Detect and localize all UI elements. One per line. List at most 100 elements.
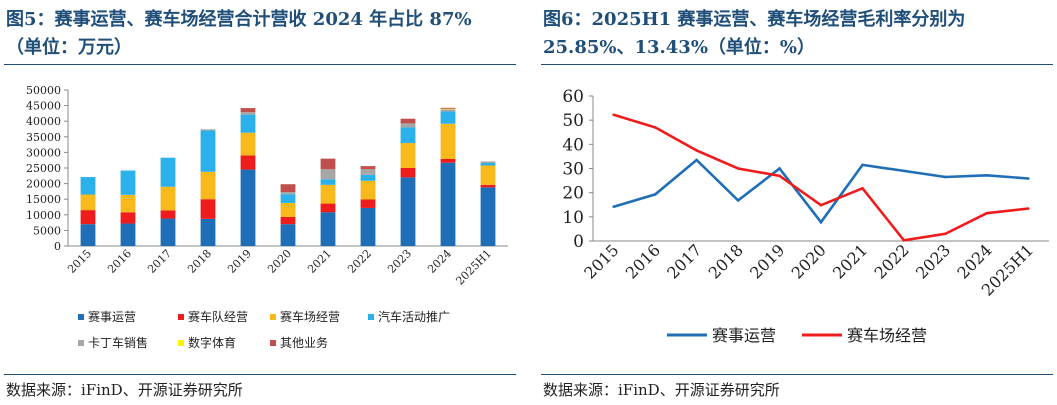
- legend-swatch: [78, 340, 84, 346]
- x-tick-label: 2017: [145, 247, 174, 276]
- bar-segment: [440, 108, 456, 110]
- figure-5-title-line1: 图5：赛事运营、赛车场经营合计营收 2024 年占比 87%: [6, 9, 472, 30]
- line-point: [819, 220, 823, 224]
- y-tick-label: 0: [573, 232, 584, 252]
- x-tick-label: 2015: [580, 240, 622, 282]
- y-tick-label: 0: [54, 240, 61, 253]
- bar-segment: [240, 112, 256, 115]
- y-tick-label: 40: [562, 135, 584, 155]
- x-tick-label: 2021: [305, 247, 334, 276]
- line-point: [902, 169, 906, 173]
- line-point: [778, 174, 781, 178]
- bar-segment: [120, 223, 136, 246]
- figure-5-panel: 图5：赛事运营、赛车场经营合计营收 2024 年占比 87% （单位：万元） 0…: [0, 0, 520, 405]
- figure-6-title-line2: 25.85%、13.43%（单位：%）: [543, 37, 816, 58]
- bar-segment: [200, 130, 216, 172]
- figure-6-bottom-rule: [541, 374, 1053, 375]
- bar-segment: [360, 180, 376, 200]
- bar-segment: [400, 127, 416, 144]
- figure-6-top-rule: [541, 64, 1053, 65]
- figure-6-panel: 图6：2025H1 赛事运营、赛车场经营毛利率分别为 25.85%、13.43%…: [537, 0, 1057, 405]
- figure-6-source: 数据来源：iFinD、开源证券研究所: [543, 381, 780, 399]
- legend-label: 其他业务: [280, 335, 328, 350]
- bar-segment: [360, 207, 376, 246]
- bar-segment: [400, 123, 416, 128]
- x-tick-label: 2022: [345, 247, 374, 276]
- bar-segment: [440, 123, 456, 159]
- y-tick-label: 20000: [26, 178, 61, 191]
- bar-segment: [360, 166, 376, 170]
- legend-swatch: [78, 314, 84, 320]
- legend-swatch: [368, 314, 374, 320]
- line-point: [985, 173, 989, 177]
- bar-segment: [240, 132, 256, 156]
- line-point: [653, 126, 657, 129]
- y-tick-label: 10: [562, 208, 584, 228]
- y-tick-label: 10000: [26, 209, 61, 222]
- legend-swatch: [270, 314, 276, 320]
- bar-segment: [440, 162, 456, 246]
- legend-swatch: [270, 340, 276, 346]
- y-tick-label: 20: [562, 184, 584, 204]
- bar-segment: [120, 170, 136, 195]
- bar-segment: [320, 169, 336, 180]
- x-tick-label: 2018: [185, 247, 214, 276]
- line-point: [944, 232, 947, 236]
- figure-5-bottom-rule: [4, 374, 516, 375]
- bar-segment: [240, 108, 256, 113]
- y-tick-label: 5000: [33, 224, 61, 237]
- line-point: [985, 211, 989, 215]
- bar-segment: [160, 186, 176, 211]
- legend-label: 汽车活动推广: [378, 309, 450, 324]
- x-tick-label: 2023: [912, 240, 954, 282]
- legend-label: 赛车场经营: [847, 326, 927, 345]
- y-tick-label: 60: [562, 87, 584, 107]
- y-tick-label: 30: [562, 160, 584, 180]
- bar-segment: [280, 216, 296, 225]
- bar-segment: [120, 212, 136, 224]
- x-tick-label: 2015: [65, 247, 94, 276]
- line-point: [695, 158, 698, 162]
- y-tick-label: 25000: [26, 162, 61, 175]
- x-tick-label: 2025H1: [453, 247, 494, 288]
- stacked-bar-chart: 0 5000 10000 15000 20000 25000 30000 35000 40000…: [26, 84, 508, 350]
- bar-segment: [440, 111, 456, 124]
- y-tick-label: 45000: [26, 100, 61, 113]
- bar-segment: [280, 194, 296, 203]
- line-point: [1026, 207, 1030, 210]
- bar-segment: [440, 107, 456, 109]
- line-point: [653, 193, 657, 196]
- legend-label: 卡丁车销售: [88, 335, 148, 350]
- bar-segment: [400, 168, 416, 178]
- x-tick-label: 2018: [705, 240, 747, 282]
- bar-segment: [280, 202, 296, 217]
- y-tick-label: 35000: [26, 131, 61, 144]
- bar-segment: [80, 177, 96, 195]
- y-tick-label: 30000: [26, 146, 61, 159]
- line-point: [736, 199, 740, 202]
- figure-5-top-rule: [4, 64, 516, 65]
- bar-segment: [320, 184, 336, 204]
- x-tick-label: 2021: [829, 240, 871, 282]
- y-tick-label: 15000: [26, 193, 61, 206]
- x-tick-label: 2020: [788, 240, 830, 282]
- figure-5-title-line2: （单位：万元）: [6, 37, 132, 58]
- x-tick-label: 2017: [663, 240, 705, 282]
- legend-swatch: [178, 314, 184, 320]
- bar-segment: [320, 179, 336, 185]
- line-point: [861, 187, 864, 190]
- bar-segment: [480, 184, 496, 188]
- x-tick-label: 2019: [746, 240, 788, 282]
- line-point: [612, 205, 616, 208]
- bar-segment: [80, 224, 96, 246]
- line-point: [819, 203, 823, 207]
- figure-6-title-line1: 图6：2025H1 赛事运营、赛车场经营毛利率分别为: [543, 9, 966, 30]
- legend-label: 赛事运营: [88, 309, 136, 324]
- line-point: [612, 113, 616, 117]
- legend-label: 数字体育: [188, 335, 236, 350]
- x-tick-label: 2020: [265, 247, 294, 276]
- bar-segment: [160, 218, 176, 246]
- line-point: [902, 238, 906, 242]
- bar-segment: [360, 199, 376, 208]
